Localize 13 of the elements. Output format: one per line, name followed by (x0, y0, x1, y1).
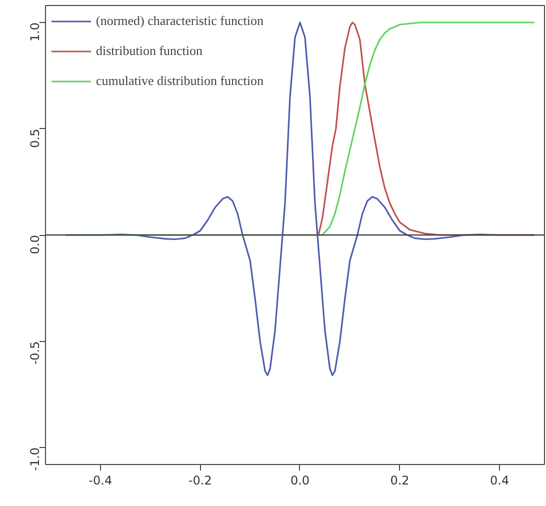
legend-label: cumulative distribution function (96, 73, 264, 89)
x-tick-label: 0.4 (490, 474, 510, 488)
y-tick-label: 0.5 (28, 128, 42, 148)
y-tick-label: -1.0 (28, 447, 42, 471)
legend-label: (normed) characteristic function (96, 13, 264, 29)
x-tick-label: 0.2 (390, 474, 410, 488)
x-tick-label: -0.4 (88, 474, 112, 488)
y-tick-label: -0.5 (28, 341, 42, 365)
y-tick-label: 1.0 (28, 22, 42, 42)
legend-label: distribution function (96, 43, 203, 59)
x-tick-label: 0.0 (290, 474, 310, 488)
y-tick-label: 0.0 (28, 234, 42, 254)
x-tick-label: -0.2 (188, 474, 212, 488)
